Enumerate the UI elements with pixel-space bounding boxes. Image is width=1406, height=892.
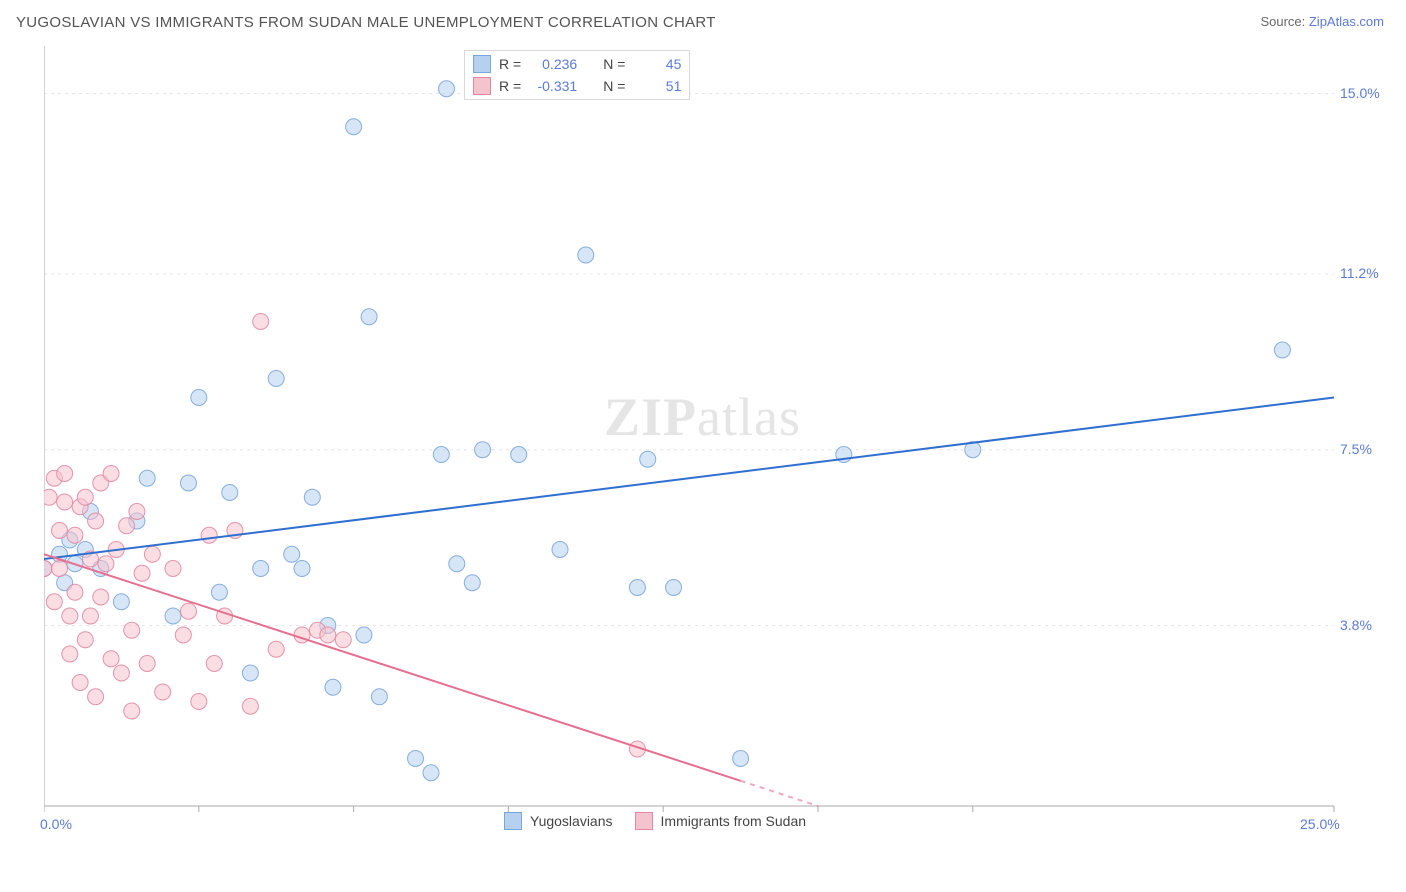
- legend-n-label: N =: [603, 56, 625, 72]
- legend-swatch: [473, 55, 491, 73]
- legend-r-label: R =: [499, 56, 521, 72]
- y-tick-label: 15.0%: [1340, 85, 1380, 101]
- y-tick-label: 7.5%: [1340, 441, 1372, 457]
- chart-title: YUGOSLAVIAN VS IMMIGRANTS FROM SUDAN MAL…: [16, 14, 716, 31]
- x-axis-max-label: 25.0%: [1300, 816, 1340, 832]
- legend-series: Yugoslavians Immigrants from Sudan: [504, 812, 806, 830]
- legend-swatch: [504, 812, 522, 830]
- source-link[interactable]: ZipAtlas.com: [1309, 14, 1384, 29]
- legend-n-value: 51: [633, 78, 681, 94]
- legend-series-name: Immigrants from Sudan: [661, 813, 807, 829]
- legend-stats-box: R = 0.236 N = 45 R = -0.331 N = 51: [464, 50, 690, 100]
- legend-n-value: 45: [633, 56, 681, 72]
- plot-area: 3.8%7.5%11.2%15.0% 0.0% 25.0% R =0.236N …: [44, 46, 1384, 826]
- scatter-plot-svg: [44, 46, 1384, 826]
- legend-r-label: R =: [499, 78, 521, 94]
- source-attribution: Source: ZipAtlas.com: [1260, 14, 1384, 29]
- legend-series-item: Immigrants from Sudan: [635, 812, 807, 830]
- y-tick-label: 3.8%: [1340, 617, 1372, 633]
- y-tick-label: 11.2%: [1340, 265, 1379, 281]
- legend-swatch: [635, 812, 653, 830]
- legend-n-label: N =: [603, 78, 625, 94]
- legend-swatch: [473, 77, 491, 95]
- legend-series-name: Yugoslavians: [530, 813, 613, 829]
- chart-container: YUGOSLAVIAN VS IMMIGRANTS FROM SUDAN MAL…: [0, 0, 1406, 892]
- legend-r-value: 0.236: [529, 56, 577, 72]
- legend-r-value: -0.331: [529, 78, 577, 94]
- legend-stats-row: R = -0.331 N = 51: [473, 75, 681, 97]
- legend-stats-row: R = 0.236 N = 45: [473, 53, 681, 75]
- legend-series-item: Yugoslavians: [504, 812, 613, 830]
- source-prefix: Source:: [1260, 14, 1308, 29]
- x-axis-min-label: 0.0%: [40, 816, 72, 832]
